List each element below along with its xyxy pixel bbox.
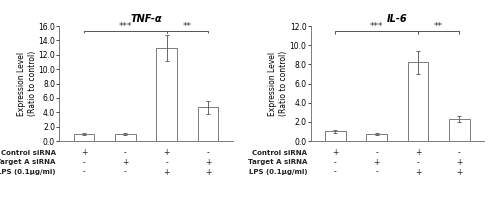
Text: LPS (0.1μg/ml): LPS (0.1μg/ml) [0,169,56,175]
Bar [74,134,94,141]
Text: **: ** [183,22,192,31]
Bar [198,107,218,141]
Text: +: + [456,168,462,177]
Text: -: - [82,158,85,167]
Text: +: + [164,168,170,177]
Text: -: - [334,168,337,177]
Text: -: - [375,148,378,157]
Title: IL-6: IL-6 [387,14,408,24]
Text: +: + [332,148,339,157]
Bar [367,134,387,141]
Text: Control siRNA: Control siRNA [252,150,307,156]
Text: -: - [416,158,419,167]
Text: +: + [373,158,380,167]
Text: +: + [415,148,421,157]
Text: +: + [456,158,462,167]
Bar [408,62,428,141]
Bar [115,134,136,141]
Text: -: - [334,158,337,167]
Text: +: + [205,158,211,167]
Text: -: - [458,148,461,157]
Text: -: - [82,168,85,177]
Text: ***: *** [119,22,132,31]
Text: LPS (0.1μg/ml): LPS (0.1μg/ml) [249,169,307,175]
Bar [156,48,177,141]
Text: +: + [205,168,211,177]
Y-axis label: Expression Level
(Ratio to control): Expression Level (Ratio to control) [17,51,37,116]
Text: **: ** [434,22,443,31]
Text: Target A siRNA: Target A siRNA [0,159,56,165]
Text: -: - [206,148,209,157]
Text: +: + [81,148,87,157]
Text: Control siRNA: Control siRNA [1,150,56,156]
Text: +: + [415,168,421,177]
Bar [449,119,470,141]
Text: -: - [375,168,378,177]
Text: +: + [122,158,128,167]
Text: -: - [124,148,127,157]
Title: TNF-α: TNF-α [130,14,162,24]
Y-axis label: Expression Level
(Ratio to control): Expression Level (Ratio to control) [268,51,288,116]
Bar [325,132,346,141]
Text: ***: *** [370,22,383,31]
Text: Target A siRNA: Target A siRNA [248,159,307,165]
Text: +: + [164,148,170,157]
Text: -: - [124,168,127,177]
Text: -: - [165,158,168,167]
